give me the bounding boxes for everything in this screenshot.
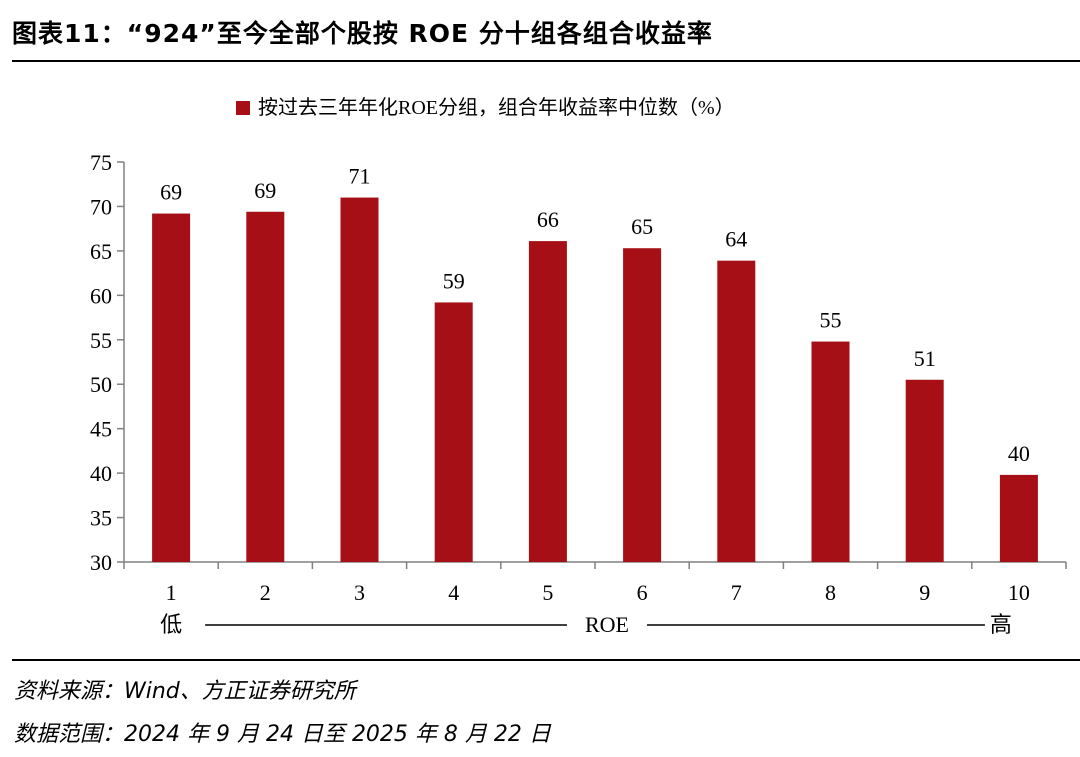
x-tick-label-2: 2 xyxy=(260,580,271,605)
y-tick-label: 70 xyxy=(90,194,112,219)
y-tick-label: 30 xyxy=(90,550,112,575)
y-tick-label: 40 xyxy=(90,461,112,486)
roe-axis-label: ROE xyxy=(585,612,629,637)
figure-title: 图表11：“924”至今全部个股按 ROE 分十组各组合收益率 xyxy=(12,19,713,48)
x-tick-label-8: 8 xyxy=(825,580,836,605)
title-rule xyxy=(12,60,1080,62)
data-label-7: 64 xyxy=(725,227,747,252)
data-label-9: 51 xyxy=(914,346,936,371)
roe-low-label: 低 xyxy=(160,612,182,637)
x-tick-label-3: 3 xyxy=(354,580,365,605)
chart-legend: 按过去三年年化ROE分组，组合年收益率中位数（%） xyxy=(236,96,735,119)
bar-chart: 按过去三年年化ROE分组，组合年收益率中位数（%） 30354045505560… xyxy=(90,96,1067,637)
x-axis: 1 2 3 4 5 6 7 8 9 10 xyxy=(123,561,1067,605)
data-label-2: 69 xyxy=(254,178,276,203)
x-tick-label-5: 5 xyxy=(542,580,553,605)
bar-8 xyxy=(811,341,850,562)
legend-label: 按过去三年年化ROE分组，组合年收益率中位数（%） xyxy=(258,96,735,119)
roe-high-label: 高 xyxy=(990,612,1012,637)
bar-4 xyxy=(434,302,473,562)
legend-swatch xyxy=(236,101,250,115)
y-tick-label: 75 xyxy=(90,150,112,175)
y-tick-label: 65 xyxy=(90,239,112,264)
y-tick-label: 55 xyxy=(90,328,112,353)
y-tick-label: 60 xyxy=(90,283,112,308)
x-tick-label-4: 4 xyxy=(448,580,459,605)
date-range-note: 数据范围：2024 年 9 月 24 日至 2025 年 8 月 22 日 xyxy=(14,722,551,747)
data-label-4: 59 xyxy=(443,268,465,293)
y-tick-label: 35 xyxy=(90,506,112,531)
roe-annotation: 低 高 ROE xyxy=(160,612,1012,637)
data-label-3: 71 xyxy=(349,164,371,189)
y-tick-label: 45 xyxy=(90,417,112,442)
source-note: 资料来源：Wind、方正证券研究所 xyxy=(14,679,356,704)
y-axis: 30 35 40 45 50 55 60 65 70 75 xyxy=(90,150,125,575)
y-tick-label: 50 xyxy=(90,372,112,397)
data-label-1: 69 xyxy=(160,180,182,205)
source-rule xyxy=(12,659,1080,661)
bar-2 xyxy=(246,211,285,562)
x-tick-label-7: 7 xyxy=(731,580,742,605)
x-tick-label-9: 9 xyxy=(919,580,930,605)
bar-3 xyxy=(340,197,379,563)
bar-5 xyxy=(528,241,567,562)
x-tick-label-6: 6 xyxy=(637,580,648,605)
data-label-10: 40 xyxy=(1008,441,1030,466)
bar-7 xyxy=(717,260,756,562)
data-label-6: 65 xyxy=(631,214,653,239)
bar-6 xyxy=(623,248,662,562)
bars: 69 69 71 59 66 65 64 55 51 40 xyxy=(152,164,1038,563)
bar-9 xyxy=(905,379,944,562)
bar-10 xyxy=(999,474,1038,562)
x-tick-label-1: 1 xyxy=(166,580,177,605)
x-tick-label-10: 10 xyxy=(1008,580,1030,605)
data-label-5: 66 xyxy=(537,207,559,232)
data-label-8: 55 xyxy=(820,308,842,333)
bar-1 xyxy=(152,213,191,563)
